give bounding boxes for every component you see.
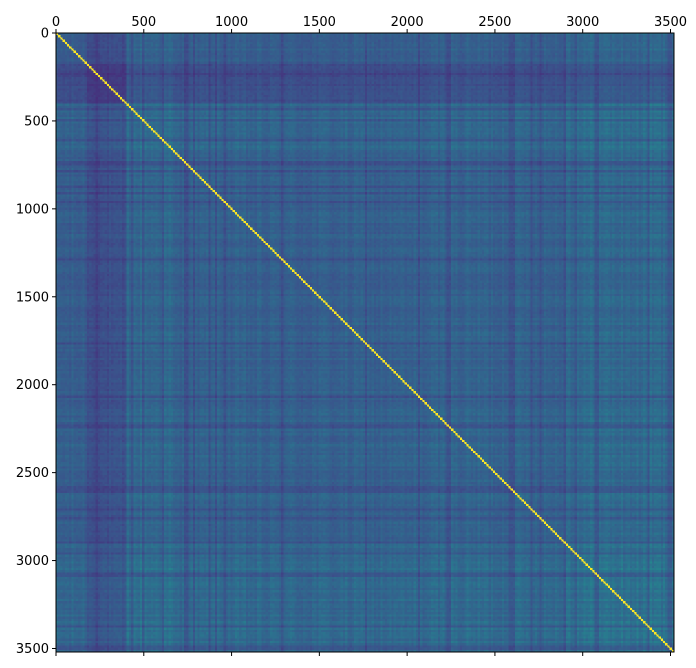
y-tick-label: 1500 xyxy=(16,290,49,305)
y-tick-label: 2500 xyxy=(16,466,49,481)
x-tick-label: 1000 xyxy=(215,15,248,30)
x-tick-label: 0 xyxy=(52,15,60,30)
x-tick-label: 3500 xyxy=(654,15,687,30)
y-tick-label: 3000 xyxy=(16,554,49,569)
x-tick-label: 2000 xyxy=(391,15,424,30)
x-tick-label: 2500 xyxy=(478,15,511,30)
diagonal-line xyxy=(55,32,675,653)
y-tick-label: 3500 xyxy=(16,642,49,657)
x-axis: 0 500 1000 1500 2000 2500 3000 3500 xyxy=(52,15,687,33)
y-tick-label: 1000 xyxy=(16,202,49,217)
x-tick-label: 1500 xyxy=(303,15,336,30)
axes-frame xyxy=(55,32,675,653)
x-axis-bottom-ticks xyxy=(55,652,671,656)
y-tick-label: 2000 xyxy=(16,378,49,393)
plot-area xyxy=(55,32,675,653)
y-tick-label: 500 xyxy=(24,114,49,129)
y-tick-label: 0 xyxy=(41,27,49,42)
y-axis: 0 500 1000 1500 2000 2500 3000 3500 xyxy=(16,27,56,657)
x-tick-label: 3000 xyxy=(566,15,599,30)
x-tick-label: 500 xyxy=(131,15,156,30)
